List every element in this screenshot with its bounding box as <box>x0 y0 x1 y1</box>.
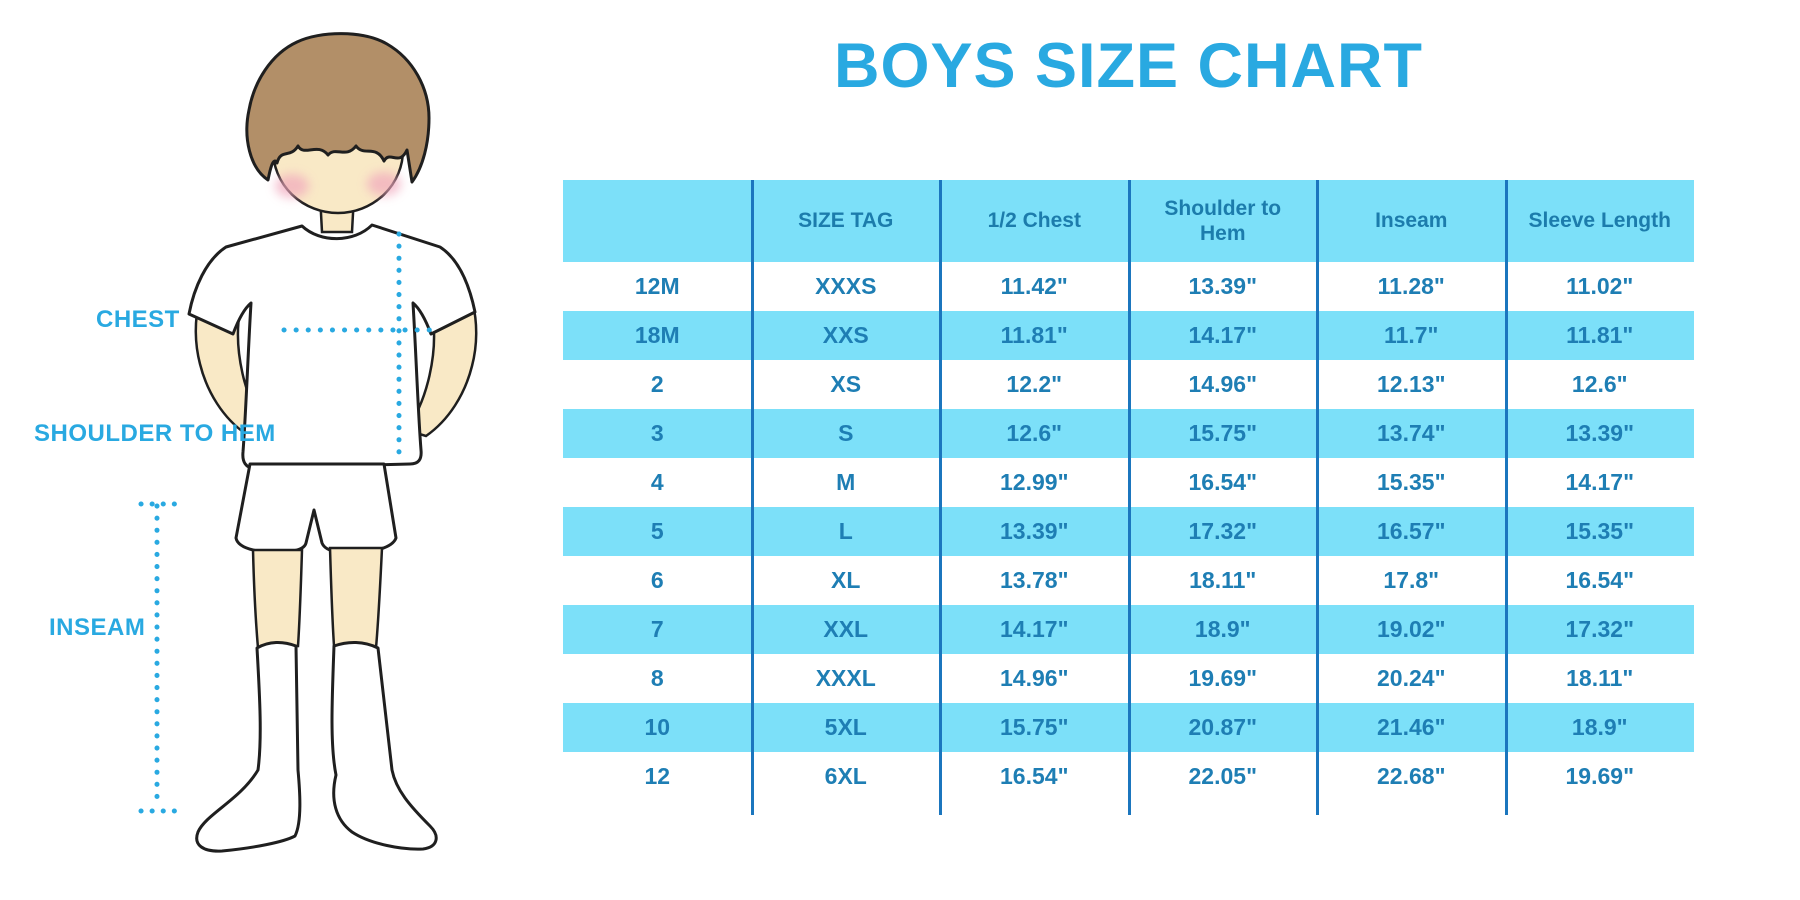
inseam-cell: 20.24" <box>1377 665 1446 691</box>
table-row: 2 XS 12.2" 14.96" 12.13" 12.6" <box>563 360 1694 409</box>
table-row: 8 XXXL 14.96" 19.69" 20.24" 18.11" <box>563 654 1694 703</box>
size-cell: 12 <box>644 763 671 789</box>
tag-cell: L <box>838 518 853 544</box>
chest-cell: 11.81" <box>1000 322 1068 348</box>
inseam-cell: 16.57" <box>1377 518 1446 544</box>
header-cell-blank <box>563 180 752 262</box>
shoulder-hem-cell: 13.39" <box>1188 273 1257 299</box>
tag-cell: XL <box>831 567 861 593</box>
shoulder-hem-cell: 16.54" <box>1188 469 1257 495</box>
size-cell: 8 <box>650 665 664 691</box>
sleeve-cell: 19.69" <box>1565 763 1634 789</box>
inseam-cell: 15.35" <box>1377 469 1446 495</box>
shoulder-hem-cell: 14.96" <box>1188 371 1257 397</box>
tag-cell: XXXS <box>815 273 877 299</box>
shoulder-to-hem-label: SHOULDER TO HEM <box>34 420 276 447</box>
table-row: 6 XL 13.78" 18.11" 17.8" 16.54" <box>563 556 1694 605</box>
shoulder-hem-cell: 18.11" <box>1189 567 1257 593</box>
chest-label: CHEST <box>96 306 180 333</box>
shoulder-hem-cell: 14.17" <box>1188 322 1257 348</box>
shoulder-hem-cell: 15.75" <box>1188 420 1257 446</box>
size-cell: 4 <box>650 469 664 495</box>
size-cell: 6 <box>650 567 664 593</box>
tag-cell: XXS <box>822 322 869 348</box>
inseam-cell: 19.02" <box>1377 616 1446 642</box>
shoulder-hem-cell: 22.05" <box>1188 763 1257 789</box>
shoulder-hem-cell: 18.9" <box>1194 616 1251 642</box>
table-row: 12M XXXS 11.42" 13.39" 11.28" 11.02" <box>563 262 1694 311</box>
sleeve-cell: 13.39" <box>1565 420 1634 446</box>
chest-cell: 14.17" <box>1000 616 1069 642</box>
sleeve-cell: 18.11" <box>1566 665 1634 691</box>
shoulder-hem-cell: 20.87" <box>1188 714 1257 740</box>
boy-hair <box>245 32 431 184</box>
sleeve-cell: 15.35" <box>1565 518 1634 544</box>
tag-cell: M <box>836 469 856 495</box>
sleeve-cell: 11.81" <box>1566 322 1634 348</box>
chest-cell: 12.99" <box>1000 469 1069 495</box>
table-row: 4 M 12.99" 16.54" 15.35" 14.17" <box>563 458 1694 507</box>
table-row: 12 6XL 16.54" 22.05" 22.68" 19.69" <box>563 752 1694 801</box>
sleeve-cell: 12.6" <box>1571 371 1628 397</box>
header-cell-half-chest: 1/2 Chest <box>987 209 1081 233</box>
inseam-cell: 22.68" <box>1377 763 1446 789</box>
tag-cell: XXXL <box>815 665 876 691</box>
blush-left <box>275 174 309 198</box>
column-divider <box>1316 180 1319 815</box>
size-cell: 12M <box>634 273 680 299</box>
chest-cell: 13.39" <box>1000 518 1069 544</box>
boy-shorts <box>234 462 398 555</box>
inseam-label: INSEAM <box>49 614 146 641</box>
chest-cell: 16.54" <box>1000 763 1069 789</box>
chest-cell: 12.2" <box>1006 371 1063 397</box>
inseam-cell: 13.74" <box>1377 420 1446 446</box>
shoulder-hem-cell: 19.69" <box>1188 665 1257 691</box>
size-cell: 3 <box>650 420 664 446</box>
tag-cell: XS <box>830 371 862 397</box>
column-divider <box>751 180 754 815</box>
chest-cell: 13.78" <box>1000 567 1069 593</box>
tag-cell: S <box>838 420 854 446</box>
inseam-cell: 12.13" <box>1377 371 1446 397</box>
header-cell-shoulder-to-hem: Shoulder to Hem <box>1164 196 1282 245</box>
chest-cell: 11.42" <box>1000 273 1068 299</box>
size-cell: 5 <box>650 518 664 544</box>
sleeve-cell: 16.54" <box>1565 567 1634 593</box>
tag-cell: 6XL <box>824 763 867 789</box>
sleeve-cell: 14.17" <box>1565 469 1634 495</box>
size-cell: 2 <box>650 371 664 397</box>
column-divider <box>1128 180 1131 815</box>
sleeve-cell: 18.9" <box>1571 714 1628 740</box>
column-divider <box>1505 180 1508 815</box>
page-title: BOYS SIZE CHART <box>833 31 1424 101</box>
header-cell-sleeve-length: Sleeve Length <box>1528 209 1671 233</box>
header-cell-size-tag: SIZE TAG <box>798 209 894 233</box>
chest-cell: 12.6" <box>1006 420 1063 446</box>
size-cell: 18M <box>634 322 680 348</box>
chest-cell: 15.75" <box>1000 714 1069 740</box>
chest-cell: 14.96" <box>1000 665 1069 691</box>
tag-cell: XXL <box>823 616 869 642</box>
boy-shirt <box>187 223 477 470</box>
sleeve-cell: 11.02" <box>1566 273 1634 299</box>
tag-cell: 5XL <box>824 714 867 740</box>
boy-legs <box>251 546 384 650</box>
size-cell: 10 <box>644 714 671 740</box>
header-cell-inseam: Inseam <box>1375 209 1448 233</box>
inseam-cell: 21.46" <box>1377 714 1446 740</box>
inseam-cell: 17.8" <box>1383 567 1440 593</box>
boy-illustration <box>138 32 478 853</box>
sleeve-cell: 17.32" <box>1565 616 1634 642</box>
size-cell: 7 <box>650 616 664 642</box>
column-divider <box>939 180 942 815</box>
blush-right <box>367 172 401 196</box>
boy-socks <box>195 641 438 853</box>
inseam-cell: 11.7" <box>1384 322 1439 348</box>
inseam-cell: 11.28" <box>1377 273 1445 299</box>
shoulder-hem-cell: 17.32" <box>1188 518 1257 544</box>
